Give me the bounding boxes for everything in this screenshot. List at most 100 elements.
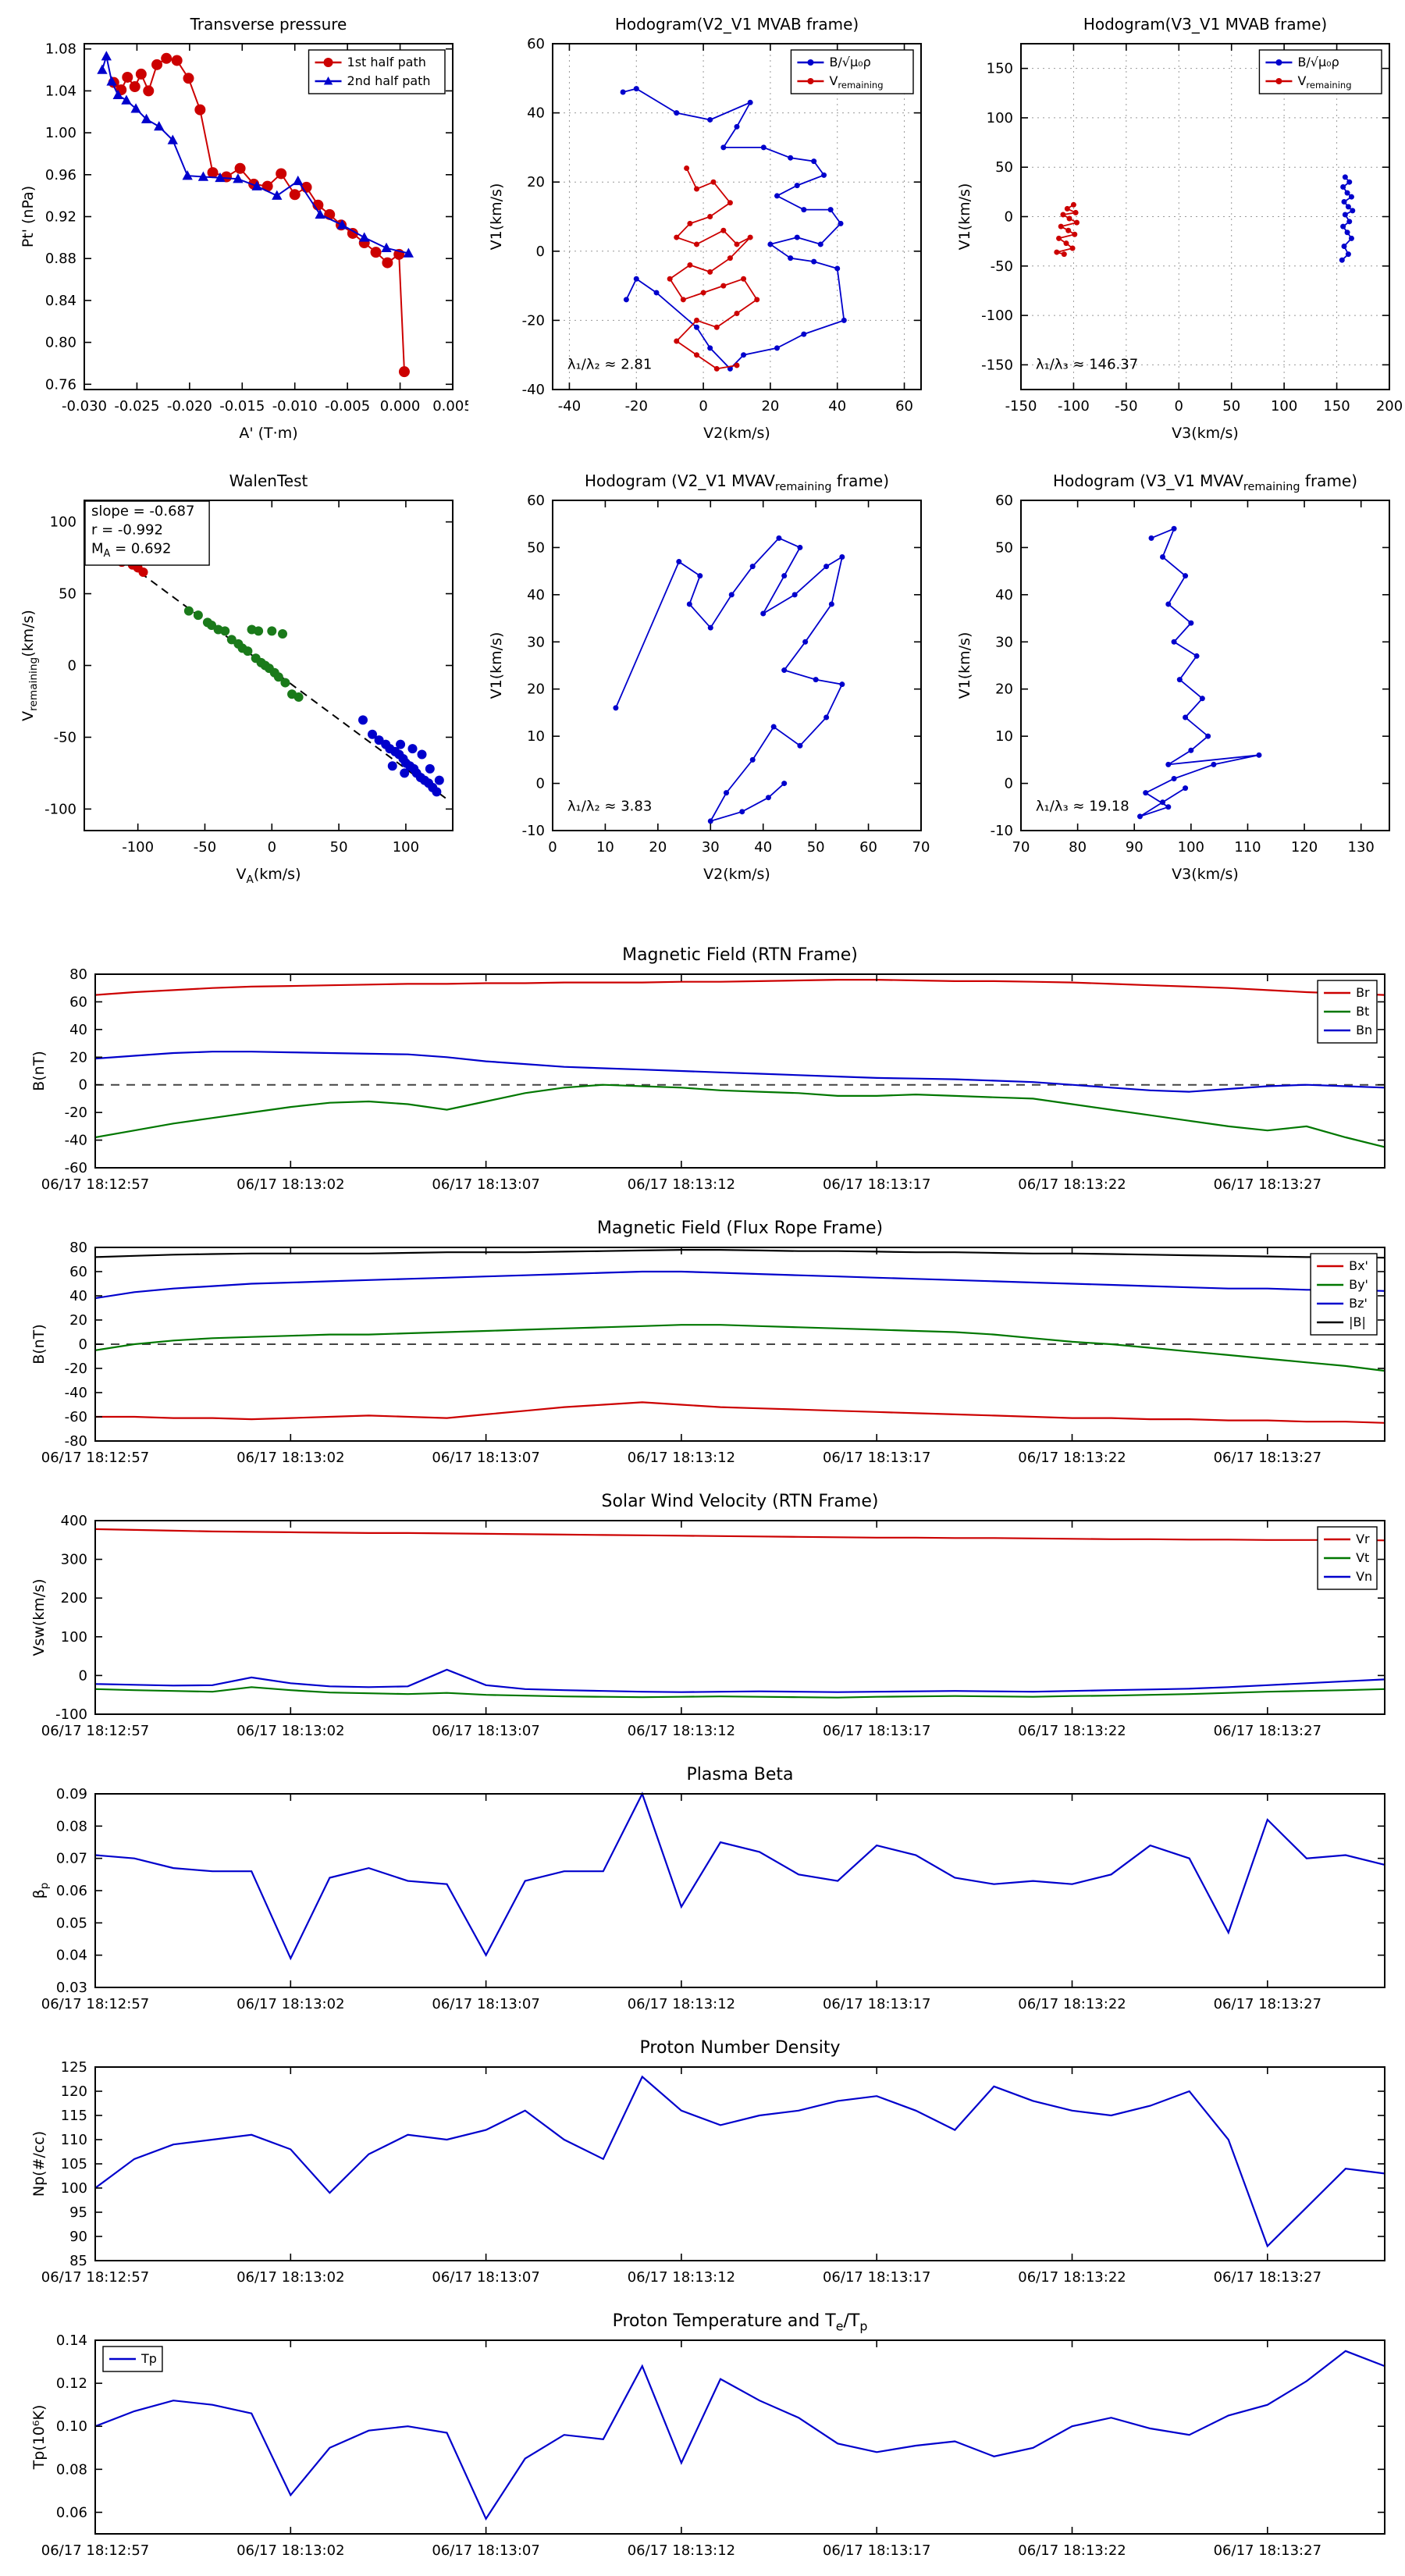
svg-text:-40: -40 [65,1385,87,1401]
svg-text:06/17 18:12:57: 06/17 18:12:57 [41,2542,149,2559]
svg-text:λ₁/λ₃ ≈ 19.18: λ₁/λ₃ ≈ 19.18 [1036,799,1129,815]
svg-text:50: 50 [1222,398,1240,415]
svg-text:r = -0.992: r = -0.992 [91,522,163,539]
svg-text:40: 40 [69,1288,87,1304]
svg-text:20: 20 [995,681,1013,698]
svg-text:0.005: 0.005 [432,398,468,415]
svg-text:20: 20 [69,1049,87,1066]
svg-text:06/17 18:13:12: 06/17 18:13:12 [628,2269,735,2286]
svg-text:90: 90 [69,2229,87,2245]
svg-text:06/17 18:13:02: 06/17 18:13:02 [237,2269,344,2286]
svg-text:B/√μ₀ρ: B/√μ₀ρ [829,55,870,69]
svg-text:100: 100 [393,839,419,856]
svg-text:20: 20 [527,174,545,190]
svg-text:20: 20 [69,1312,87,1329]
svg-text:0: 0 [536,244,545,260]
svg-text:Hodogram (V2_V1 MVAVremaining: Hodogram (V2_V1 MVAVremaining frame) [585,471,889,493]
svg-text:20: 20 [649,839,667,856]
svg-text:-20: -20 [65,1105,87,1121]
chart-svg-hodo_v3v1_mvav: 70 80 90 100 110 120 130 -10 0 10 20 30 40 50 60 Hodogr… [956,471,1390,883]
svg-text:115: 115 [61,2108,87,2124]
svg-text:0.88: 0.88 [45,251,76,267]
svg-text:-80: -80 [65,1433,87,1450]
chart-walen-test: -100 -50 0 50 100 -100 -50 0 50 100 WalenTest VA(km… [0,457,468,898]
svg-text:40: 40 [527,105,545,122]
svg-text:30: 30 [702,839,720,856]
chart-proton-number-density: 06/17 18:12:57 06/17 18:13:02 06/17 18:13:… [0,2030,1405,2303]
svg-text:-100: -100 [981,308,1013,324]
svg-text:0.96: 0.96 [45,167,76,183]
svg-text:-0.010: -0.010 [272,398,318,415]
svg-text:40: 40 [527,587,545,603]
svg-text:Vremaining: Vremaining [1297,73,1351,91]
svg-text:0: 0 [1005,776,1013,792]
svg-text:-60: -60 [65,1160,87,1176]
svg-text:0: 0 [79,1336,87,1353]
svg-text:110: 110 [61,2132,87,2148]
svg-text:-0.005: -0.005 [325,398,370,415]
svg-text:06/17 18:13:17: 06/17 18:13:17 [823,1450,930,1466]
svg-text:-50: -50 [194,839,216,856]
svg-text:0: 0 [79,1077,87,1094]
svg-text:-50: -50 [54,729,76,745]
svg-text:06/17 18:12:57: 06/17 18:12:57 [41,2269,149,2286]
svg-text:60: 60 [69,994,87,1010]
svg-text:Tp(10⁶K): Tp(10⁶K) [30,2405,48,2471]
chart-svg-hodo_v3v1_mvab: -150 -100 -50 0 50 100 150 200 -150 -100 -50 0 50 100… [956,15,1403,442]
svg-text:0.76: 0.76 [45,376,76,393]
svg-text:-0.025: -0.025 [114,398,159,415]
svg-text:Plasma Beta: Plasma Beta [687,1765,794,1784]
svg-text:06/17 18:13:12: 06/17 18:13:12 [628,1996,735,2012]
svg-text:Proton Temperature and Te/Tp: Proton Temperature and Te/Tp [613,2311,868,2334]
chart-svg-mf_fr: 06/17 18:12:57 06/17 18:13:02 06/17 18:13:… [30,1219,1385,1466]
svg-text:Vn: Vn [1356,1569,1372,1584]
svg-text:Vsw(km/s): Vsw(km/s) [30,1578,48,1656]
svg-text:Hodogram (V3_V1 MVAVremaining: Hodogram (V3_V1 MVAVremaining frame) [1053,471,1357,493]
chart-hodogram-v3v1-mvav: 70 80 90 100 110 120 130 -10 0 10 20 30 40 50 60 Hodogr… [937,457,1405,898]
chart-svg-hodo_v2v1_mvab: -40 -20 0 20 40 60 -40 -20 0 20 40 60 Hodogram(V2_V1… [488,15,922,442]
svg-text:95: 95 [69,2204,87,2221]
svg-text:100: 100 [1271,398,1297,415]
svg-text:1.04: 1.04 [45,83,76,99]
svg-text:120: 120 [61,2083,87,2100]
svg-text:06/17 18:12:57: 06/17 18:12:57 [41,1723,149,1739]
svg-text:150: 150 [1323,398,1350,415]
svg-text:06/17 18:12:57: 06/17 18:12:57 [41,1176,149,1193]
svg-text:60: 60 [69,1264,87,1280]
svg-text:06/17 18:13:02: 06/17 18:13:02 [237,2542,344,2559]
svg-text:Vt: Vt [1356,1550,1369,1565]
svg-text:40: 40 [828,398,846,415]
svg-text:MA = 0.692: MA = 0.692 [91,541,171,560]
svg-text:70: 70 [912,839,930,856]
svg-text:06/17 18:13:22: 06/17 18:13:22 [1018,1176,1126,1193]
svg-text:50: 50 [527,539,545,556]
svg-text:Vremaining(km/s): Vremaining(km/s) [20,610,40,721]
svg-text:110: 110 [1234,839,1261,856]
svg-text:06/17 18:13:27: 06/17 18:13:27 [1214,1996,1321,2012]
svg-text:0.84: 0.84 [45,293,76,309]
svg-text:80: 80 [1069,839,1087,856]
svg-text:Bn: Bn [1356,1023,1372,1037]
svg-text:0: 0 [699,398,707,415]
svg-text:100: 100 [61,2180,87,2197]
svg-text:-100: -100 [55,1706,87,1723]
svg-text:-100: -100 [1058,398,1090,415]
svg-text:Pt' (nPa): Pt' (nPa) [20,186,37,247]
svg-text:0: 0 [79,1667,87,1684]
svg-text:10: 10 [995,728,1013,745]
svg-text:-0.030: -0.030 [62,398,107,415]
svg-text:0.08: 0.08 [56,2461,87,2478]
svg-text:60: 60 [527,493,545,509]
svg-text:Magnetic Field (RTN Frame): Magnetic Field (RTN Frame) [622,945,858,965]
svg-text:85: 85 [69,2253,87,2269]
svg-text:06/17 18:13:27: 06/17 18:13:27 [1214,2542,1321,2559]
svg-text:Tp: Tp [140,2351,157,2366]
svg-text:Solar Wind Velocity (RTN Frame: Solar Wind Velocity (RTN Frame) [602,1492,879,1511]
svg-text:06/17 18:13:27: 06/17 18:13:27 [1214,1450,1321,1466]
svg-text:06/17 18:13:07: 06/17 18:13:07 [432,2542,539,2559]
svg-text:60: 60 [895,398,913,415]
svg-text:06/17 18:13:12: 06/17 18:13:12 [628,2542,735,2559]
svg-text:0.05: 0.05 [56,1915,87,1931]
svg-text:120: 120 [1291,839,1318,856]
